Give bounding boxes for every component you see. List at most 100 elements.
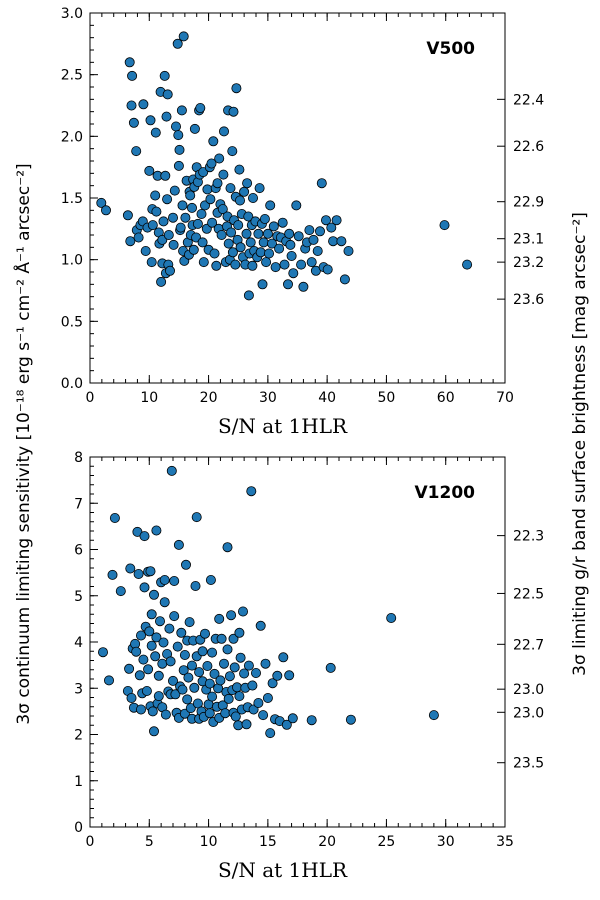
data-point [144, 165, 155, 176]
data-point [339, 274, 350, 285]
data-point [336, 236, 347, 247]
data-point [139, 531, 150, 542]
y-tick-label: 3 [74, 681, 83, 697]
data-point [204, 708, 215, 719]
data-point [195, 103, 206, 114]
y-tick-label: 1.5 [61, 191, 83, 207]
y-tick-label: 2.0 [61, 129, 83, 145]
data-point [175, 222, 186, 233]
data-point [247, 192, 258, 203]
data-point [288, 268, 299, 279]
data-point [176, 105, 187, 116]
data-point [296, 259, 307, 270]
data-point [298, 281, 309, 292]
y-tick-label: 2 [74, 728, 83, 744]
data-point [250, 668, 261, 679]
data-point [304, 225, 315, 236]
data-point [145, 115, 156, 126]
data-point [122, 210, 133, 221]
data-point [172, 38, 183, 49]
data-point [134, 670, 145, 681]
data-point [218, 169, 229, 180]
panel-title: V500 [426, 39, 475, 59]
data-point [227, 146, 238, 157]
right-tick-label: 23.0 [513, 705, 544, 721]
x-axis-label: S/N at 1HLR [218, 858, 348, 882]
data-point [150, 190, 161, 201]
panel-v500: 0 10 20 30 40 50 60 70 0.0 0.5 1.0 1.5 2.0 2.5 3.0 22.4… [61, 6, 545, 438]
data-point [183, 672, 194, 683]
data-point [124, 663, 135, 674]
data-point [234, 691, 245, 702]
data-point [253, 228, 264, 239]
data-point [260, 658, 271, 669]
data-point [124, 57, 135, 68]
data-point [247, 260, 258, 271]
data-point [214, 153, 225, 164]
data-point [211, 260, 222, 271]
data-point [207, 647, 218, 658]
data-point [96, 197, 107, 208]
panel-title: V1200 [415, 483, 476, 503]
data-point [173, 160, 184, 171]
data-point [207, 217, 218, 228]
data-point [247, 680, 258, 691]
right-tick-label: 22.9 [513, 195, 544, 211]
data-point [226, 610, 237, 621]
data-point [285, 239, 296, 250]
data-point [125, 236, 136, 247]
data-point [204, 678, 215, 689]
data-point [170, 689, 181, 700]
data-point [153, 670, 164, 681]
data-point [235, 242, 246, 253]
data-point [184, 617, 195, 628]
data-point [148, 589, 159, 600]
x-tick-label: 25 [378, 834, 396, 850]
data-point [140, 245, 151, 256]
data-point [197, 646, 208, 657]
data-point [147, 220, 158, 231]
data-point [254, 183, 265, 194]
data-point [262, 228, 273, 239]
data-point [255, 247, 266, 258]
data-point [230, 259, 241, 270]
data-point [199, 628, 210, 639]
x-axis-label: S/N at 1HLR [218, 414, 348, 438]
data-point [202, 661, 213, 672]
data-point [239, 668, 250, 679]
data-point [222, 644, 233, 655]
data-point [325, 662, 336, 673]
data-point [328, 236, 339, 247]
right-tick-label: 23.1 [513, 232, 544, 248]
y-tick-label: 5 [74, 589, 83, 605]
data-point [214, 613, 225, 624]
data-point [267, 678, 278, 689]
data-point [189, 123, 200, 134]
data-point [205, 194, 216, 205]
x-tick-label: 40 [318, 390, 336, 406]
data-point [185, 703, 196, 714]
data-point [439, 220, 450, 231]
data-point [234, 627, 245, 638]
data-point [331, 215, 342, 226]
data-point [223, 693, 234, 704]
data-point [139, 582, 150, 593]
data-point [169, 576, 180, 587]
data-point [233, 720, 244, 731]
data-point [107, 569, 118, 580]
data-point [274, 243, 285, 254]
data-point [205, 575, 216, 586]
data-point [178, 665, 189, 676]
data-point [263, 248, 274, 259]
data-point [287, 713, 298, 724]
data-point [231, 83, 242, 94]
data-point [231, 682, 242, 693]
data-point [312, 245, 323, 256]
data-point [133, 569, 144, 580]
y-tick-label: 0.0 [61, 376, 83, 392]
data-point [104, 675, 115, 686]
data-point [209, 668, 220, 679]
y-tick-label: 1.0 [61, 253, 83, 269]
data-point [135, 630, 146, 641]
